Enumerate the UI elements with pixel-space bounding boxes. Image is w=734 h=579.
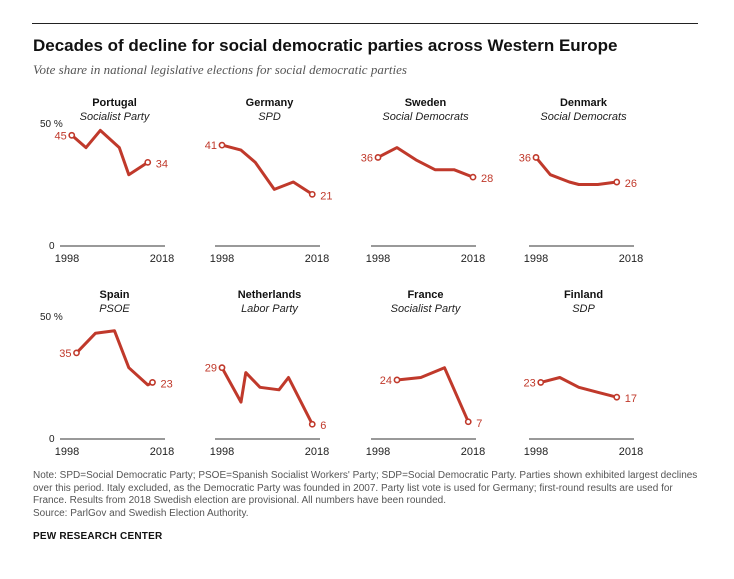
end-value-label-germany: 21 [320, 190, 332, 202]
start-value-label-portugal: 45 [55, 130, 67, 142]
x-tick-end-germany: 2018 [305, 253, 329, 265]
series-line-portugal [70, 128, 150, 177]
y-tick-top-portugal: 50 % [40, 119, 63, 130]
end-point-finland [613, 393, 621, 401]
x-tick-start-germany: 1998 [210, 253, 234, 265]
chart-subtitle: Vote share in national legislative elect… [33, 62, 407, 77]
panel-subtitle-france: Socialist Party [391, 303, 462, 315]
panel-title-netherlands: Netherlands [238, 289, 302, 301]
end-value-label-spain: 23 [161, 378, 173, 390]
x-tick-start-sweden: 1998 [366, 253, 390, 265]
panel-subtitle-sweden: Social Democrats [382, 111, 469, 123]
end-value-label-sweden: 28 [481, 173, 493, 185]
end-point-spain [149, 379, 156, 386]
y-tick-top-spain: 50 % [40, 312, 63, 323]
x-tick-end-finland: 2018 [619, 446, 643, 458]
start-point-spain [73, 349, 80, 357]
x-tick-start-portugal: 1998 [55, 253, 79, 265]
start-value-label-denmark: 36 [519, 152, 531, 164]
panel-subtitle-spain: PSOE [99, 303, 130, 315]
end-point-netherlands [308, 420, 316, 428]
start-point-portugal [68, 131, 76, 139]
end-value-label-denmark: 26 [625, 178, 637, 190]
end-value-label-finland: 17 [625, 393, 637, 405]
start-point-denmark [532, 154, 540, 161]
brand-logo: PEW RESEARCH CENTER [33, 531, 163, 542]
panel-title-portugal: Portugal [92, 97, 137, 109]
start-point-sweden [374, 154, 382, 161]
end-value-label-portugal: 34 [156, 158, 168, 170]
end-point-denmark [613, 178, 621, 186]
start-point-france [393, 376, 401, 384]
series-line-france [395, 366, 470, 424]
top-rule [32, 23, 698, 24]
panel-title-sweden: Sweden [405, 97, 447, 109]
series-line-denmark [534, 155, 619, 186]
panel-subtitle-denmark: Social Democrats [540, 111, 627, 123]
panel-subtitle-netherlands: Labor Party [241, 303, 299, 315]
x-tick-start-france: 1998 [366, 446, 390, 458]
chart-title: Decades of decline for social democratic… [33, 36, 618, 55]
x-tick-end-france: 2018 [461, 446, 485, 458]
series-line-netherlands [220, 366, 314, 426]
panel-title-denmark: Denmark [560, 97, 608, 109]
series-line-finland [539, 376, 619, 399]
note-text: Note: SPD=Social Democratic Party; PSOE=… [33, 470, 698, 507]
x-tick-end-denmark: 2018 [619, 253, 643, 265]
start-value-label-france: 24 [380, 375, 392, 387]
x-tick-start-denmark: 1998 [524, 253, 548, 265]
start-value-label-germany: 41 [205, 140, 217, 152]
x-tick-end-sweden: 2018 [461, 253, 485, 265]
end-value-label-netherlands: 6 [320, 420, 326, 432]
x-tick-start-netherlands: 1998 [210, 446, 234, 458]
panel-title-spain: Spain [100, 289, 130, 301]
start-point-germany [218, 141, 226, 149]
end-point-france [464, 418, 472, 426]
panel-title-finland: Finland [564, 289, 603, 301]
end-point-sweden [469, 173, 477, 181]
x-tick-start-finland: 1998 [524, 446, 548, 458]
series-line-spain [75, 329, 154, 387]
panel-title-france: France [407, 289, 443, 301]
y-tick-bottom-portugal: 0 [49, 241, 55, 252]
end-point-portugal [144, 158, 152, 166]
panel-title-germany: Germany [246, 97, 295, 109]
start-value-label-finland: 23 [524, 377, 536, 389]
panel-subtitle-germany: SPD [258, 111, 281, 123]
source-text: Source: ParlGov and Swedish Election Aut… [33, 507, 249, 519]
x-tick-end-netherlands: 2018 [305, 446, 329, 458]
end-point-germany [308, 190, 316, 198]
start-value-label-spain: 35 [59, 348, 71, 360]
chart-note: Note: SPD=Social Democratic Party; PSOE=… [33, 470, 701, 520]
start-value-label-sweden: 36 [361, 152, 373, 164]
start-point-netherlands [218, 364, 226, 372]
y-tick-bottom-spain: 0 [49, 434, 55, 445]
start-value-label-netherlands: 29 [205, 363, 217, 375]
x-tick-start-spain: 1998 [55, 446, 79, 458]
x-tick-end-portugal: 2018 [150, 253, 174, 265]
panel-subtitle-finland: SDP [572, 303, 595, 315]
end-value-label-france: 7 [476, 418, 482, 430]
panel-subtitle-portugal: Socialist Party [80, 111, 151, 123]
series-line-germany [220, 143, 314, 196]
series-line-sweden [376, 146, 475, 179]
x-tick-end-spain: 2018 [150, 446, 174, 458]
start-point-finland [537, 379, 545, 386]
